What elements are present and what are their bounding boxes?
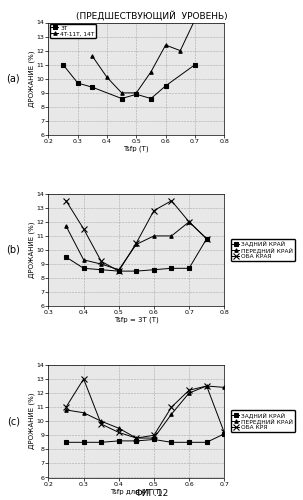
4T-11T, 14T [149, 69, 153, 75]
ПЕРЕДНИЙ КРАЙ [117, 266, 121, 272]
4T-11T, 14T [164, 42, 168, 48]
ПЕРЕДНИЙ КРАЙ [170, 233, 173, 239]
ЗАДНИЙ КРАЙ [99, 440, 103, 446]
ЗАДНИЙ КРАЙ [152, 266, 156, 272]
ПЕРЕДНИЙ КРАЙ [152, 435, 156, 441]
Y-axis label: ДРОЖАНИЕ (%): ДРОЖАНИЕ (%) [28, 222, 35, 278]
ОБА КРАЯ [152, 208, 156, 214]
ОБА КРЯ [170, 404, 173, 410]
ПЕРЕДНИЙ КРАЙ [135, 242, 138, 248]
Legend: ЗАДНИЙ КРАЙ, ПЕРЕДНИЙ КРАЙ, ОБА КРЯ: ЗАДНИЙ КРАЙ, ПЕРЕДНИЙ КРАЙ, ОБА КРЯ [231, 410, 295, 432]
ПЕРЕДНИЙ КРАЙ [205, 236, 208, 242]
ЗАДНИЙ КРАЙ [170, 440, 173, 446]
ЗАДНИЙ КРАЙ [187, 266, 191, 272]
ПЕРЕДНИЙ КРАЙ [117, 425, 121, 431]
ОБА КРЯ [187, 387, 191, 393]
Text: (b): (b) [6, 245, 20, 255]
Text: (ПРЕДШЕСТВУЮЩИЙ  УРОВЕНЬ): (ПРЕДШЕСТВУЮЩИЙ УРОВЕНЬ) [76, 11, 227, 21]
ПЕРЕДНИЙ КРАЙ [82, 257, 85, 263]
ПЕРЕДНИЙ КРАЙ [135, 435, 138, 441]
ЗАДНИЙ КРАЙ [135, 268, 138, 274]
Y-axis label: ДРОЖАНИЕ (%): ДРОЖАНИЕ (%) [28, 393, 35, 450]
Line: 4T-11T, 14T: 4T-11T, 14T [91, 18, 197, 94]
ОБА КРАЯ [82, 226, 85, 232]
Legend: 3T, 4T-11T, 14T: 3T, 4T-11T, 14T [50, 24, 96, 38]
4T-11T, 14T [135, 90, 138, 96]
X-axis label: Tsfp = 3T (T): Tsfp = 3T (T) [114, 317, 159, 324]
ПЕРЕДНИЙ КРАЙ [170, 411, 173, 417]
3T [120, 96, 124, 102]
3T [76, 80, 80, 86]
ЗАДНИЙ КРАЙ [117, 268, 121, 274]
ПЕРЕДНИЙ КРАЙ [64, 407, 68, 413]
ПЕРЕДНИЙ КРАЙ [82, 410, 85, 416]
ОБА КРАЯ [99, 258, 103, 264]
ПЕРЕДНИЙ КРАЙ [99, 261, 103, 267]
ОБА КРАЯ [135, 240, 138, 246]
Text: (c): (c) [7, 416, 20, 426]
ОБА КРАЯ [187, 219, 191, 225]
Y-axis label: ДРОЖАНИЕ (%): ДРОЖАНИЕ (%) [28, 50, 35, 107]
ПЕРЕДНИЙ КРАЙ [187, 219, 191, 225]
Line: 3T: 3T [62, 63, 197, 100]
ПЕРЕДНИЙ КРАЙ [187, 390, 191, 396]
ЗАДНИЙ КРАЙ [187, 440, 191, 446]
ОБА КРАЯ [64, 198, 68, 203]
ЗАДНИЙ КРАЙ [64, 440, 68, 446]
4T-11T, 14T [91, 54, 94, 60]
ЗАДНИЙ КРАЙ [82, 440, 85, 446]
ОБА КРЯ [205, 383, 208, 389]
Line: ЗАДНИЙ КРАЙ: ЗАДНИЙ КРАЙ [64, 237, 208, 273]
ПЕРЕДНИЙ КРАЙ [205, 383, 208, 389]
ЗАДНИЙ КРАЙ [117, 438, 121, 444]
ПЕРЕДНИЙ КРАЙ [222, 384, 226, 390]
4T-11T, 14T [178, 48, 182, 54]
3T [135, 92, 138, 98]
ЗАДНИЙ КРАЙ [222, 431, 226, 437]
ОБА КРАЯ [205, 236, 208, 242]
X-axis label: Tsfp для 4T (T): Tsfp для 4T (T) [110, 488, 162, 494]
Line: ЗАДНИЙ КРАЙ: ЗАДНИЙ КРАЙ [64, 432, 226, 444]
ЗАДНИЙ КРАЙ [205, 440, 208, 446]
4T-11T, 14T [105, 74, 109, 80]
3T [164, 83, 168, 89]
ОБА КРАЯ [170, 198, 173, 203]
Legend: ЗАДНИЙ КРАЙ, ПЕРЕДНИЙ КРАЙ, ОБА КРАЯ: ЗАДНИЙ КРАЙ, ПЕРЕДНИЙ КРАЙ, ОБА КРАЯ [231, 239, 295, 261]
ЗАДНИЙ КРАЙ [82, 266, 85, 272]
ОБА КРЯ [64, 404, 68, 410]
X-axis label: Tsfp (T): Tsfp (T) [124, 146, 149, 152]
ЗАДНИЙ КРАЙ [205, 236, 208, 242]
ЗАДНИЙ КРАЙ [135, 438, 138, 444]
Text: ФИГ.12: ФИГ.12 [134, 488, 169, 498]
4T-11T, 14T [193, 16, 197, 22]
ЗАДНИЙ КРАЙ [170, 266, 173, 272]
ОБА КРЯ [117, 430, 121, 436]
ЗАДНИЙ КРАЙ [64, 254, 68, 260]
ОБА КРЯ [135, 435, 138, 441]
Line: ОБА КРАЯ: ОБА КРАЯ [63, 198, 209, 274]
3T [193, 62, 197, 68]
Text: (a): (a) [7, 74, 20, 84]
4T-11T, 14T [120, 90, 124, 96]
ОБА КРЯ [82, 376, 85, 382]
Line: ПЕРЕДНИЙ КРАЙ: ПЕРЕДНИЙ КРАЙ [64, 384, 226, 440]
ПЕРЕДНИЙ КРАЙ [64, 223, 68, 229]
ЗАДНИЙ КРАЙ [99, 266, 103, 272]
ОБА КРЯ [152, 432, 156, 438]
3T [91, 84, 94, 90]
ПЕРЕДНИЙ КРАЙ [99, 418, 103, 424]
3T [61, 62, 65, 68]
Line: ПЕРЕДНИЙ КРАЙ: ПЕРЕДНИЙ КРАЙ [64, 220, 208, 272]
ЗАДНИЙ КРАЙ [152, 436, 156, 442]
3T [149, 96, 153, 102]
Line: ОБА КРЯ: ОБА КРЯ [63, 376, 227, 441]
ОБА КРЯ [222, 430, 226, 436]
ПЕРЕДНИЙ КРАЙ [152, 233, 156, 239]
ОБА КРЯ [99, 421, 103, 427]
ОБА КРАЯ [117, 268, 121, 274]
